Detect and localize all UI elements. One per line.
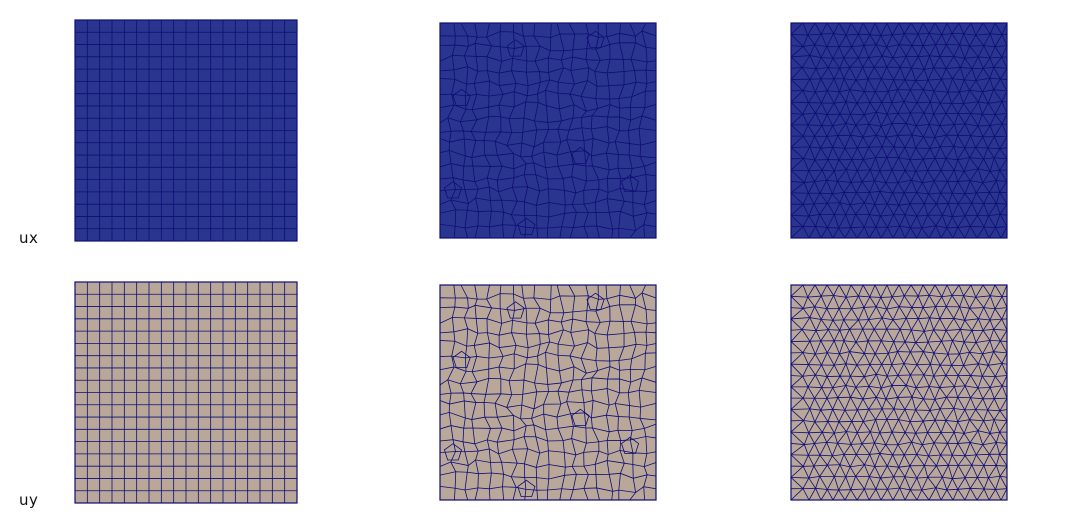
mesh-ux-unstructured-quad <box>439 22 657 239</box>
mesh-ux-triangular <box>790 22 1008 239</box>
row-label-ux: ux <box>19 229 39 247</box>
mesh-lines <box>790 284 1008 501</box>
mesh-uy-triangular <box>790 284 1008 501</box>
mesh-border <box>790 284 1008 501</box>
mesh-border <box>790 22 1008 239</box>
mesh-border <box>439 22 657 239</box>
row-label-uy: uy <box>19 491 39 509</box>
mesh-lines <box>75 20 297 241</box>
mesh-uy-unstructured-quad <box>439 284 657 501</box>
mesh-lines <box>790 22 1008 239</box>
mesh-lines <box>75 282 297 503</box>
mesh-lines <box>439 284 657 501</box>
mesh-ux-structured <box>74 19 298 242</box>
mesh-border <box>439 284 657 501</box>
mesh-uy-structured <box>74 281 298 504</box>
mesh-lines <box>439 22 657 239</box>
mesh-border <box>74 281 298 504</box>
mesh-border <box>74 19 298 242</box>
